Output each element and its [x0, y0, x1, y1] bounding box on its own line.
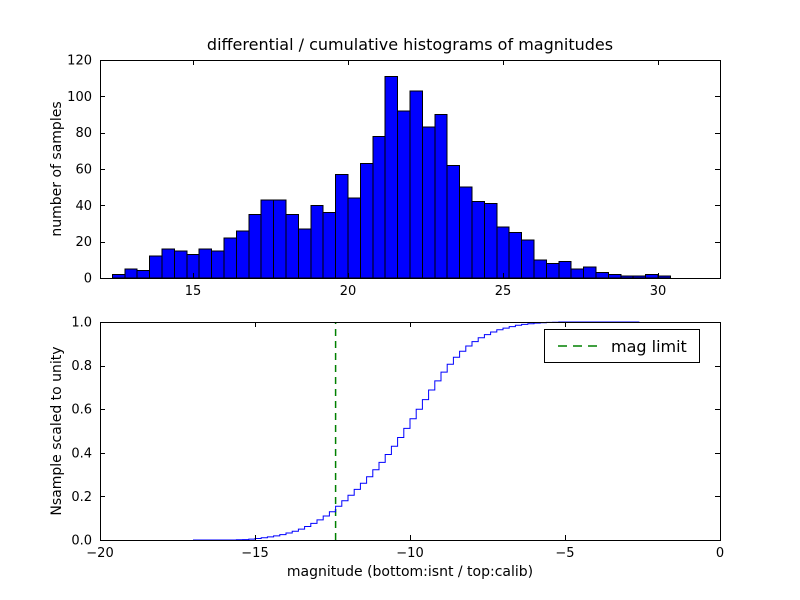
top-y-axis-label: number of samples — [49, 101, 65, 237]
histogram-bar — [359, 163, 374, 279]
legend-box: mag limit — [544, 329, 700, 363]
y-tick-label: 20 — [75, 235, 92, 250]
histogram-bar — [421, 126, 436, 279]
histogram-bar — [521, 239, 535, 279]
y-tick-label: 80 — [75, 126, 92, 141]
histogram-bar — [310, 204, 324, 279]
legend-dashed-line-sample — [558, 345, 598, 347]
x-tick-label: −10 — [396, 546, 423, 561]
histogram-bar — [273, 199, 287, 279]
histogram-bar — [570, 268, 585, 279]
histogram-bar — [533, 259, 547, 279]
histogram-bar — [607, 273, 622, 279]
x-tick-label: 20 — [340, 284, 357, 299]
chart-title: differential / cumulative histograms of … — [206, 35, 614, 54]
histogram-bar — [347, 197, 361, 279]
histogram-bar — [595, 272, 609, 279]
histogram-bar — [645, 273, 659, 279]
histogram-bar — [372, 135, 386, 279]
histogram-bar — [434, 114, 448, 279]
x-tick-label: −20 — [86, 546, 113, 561]
y-tick-label: 60 — [75, 163, 92, 178]
y-tick-label: 0.0 — [71, 534, 92, 549]
y-tick-label: 0.4 — [71, 446, 92, 461]
histogram-bar — [620, 275, 634, 279]
x-axis-label: magnitude (bottom:isnt / top:calib) — [286, 564, 534, 580]
histogram-bar — [446, 164, 461, 279]
histogram-bar — [235, 230, 250, 279]
histogram-bar — [161, 248, 175, 279]
histogram-bar — [496, 226, 510, 279]
histogram-bar — [285, 213, 299, 279]
x-tick-label: 0 — [716, 546, 724, 561]
y-tick-label: 120 — [67, 54, 92, 69]
y-tick-label: 0 — [84, 272, 92, 287]
histogram-bar — [545, 263, 560, 279]
histogram-bar — [198, 248, 213, 279]
histogram-bar — [657, 275, 671, 279]
histogram-bar — [173, 250, 188, 279]
y-tick-label: 0.2 — [71, 490, 92, 505]
histogram-bar — [211, 250, 225, 279]
histogram-bar — [483, 203, 498, 279]
histogram-bar — [223, 237, 237, 279]
histogram-bar — [384, 75, 399, 279]
histogram-bar — [149, 255, 163, 279]
x-tick-label: 25 — [495, 284, 512, 299]
histogram-bar — [248, 213, 262, 279]
histogram-bar — [136, 270, 151, 279]
histogram-bar — [297, 228, 312, 279]
x-tick-label: 30 — [650, 284, 667, 299]
y-tick-label: 0.6 — [71, 403, 92, 418]
histogram-bar — [583, 266, 597, 279]
cumulative-step-line — [193, 321, 640, 541]
legend-entry-label: mag limit — [611, 336, 687, 356]
histogram-bar — [558, 261, 572, 279]
x-tick-label: −5 — [555, 546, 574, 561]
histogram-bar — [409, 90, 423, 279]
histogram-bar — [124, 268, 138, 279]
y-tick-label: 100 — [67, 90, 92, 105]
histogram-bar — [471, 201, 485, 279]
histogram-bar — [260, 199, 275, 279]
histogram-bar — [322, 212, 337, 279]
x-tick-label: −15 — [241, 546, 268, 561]
histogram-bar — [111, 273, 126, 279]
histogram-bar — [508, 232, 523, 279]
histogram-bar — [335, 174, 349, 279]
y-tick-label: 40 — [75, 199, 92, 214]
histogram-bar — [397, 110, 411, 279]
histogram-bar — [459, 186, 473, 279]
y-tick-label: 1.0 — [71, 316, 92, 331]
x-tick-label: 15 — [185, 284, 202, 299]
histogram-bar — [632, 275, 647, 279]
y-tick-label: 0.8 — [71, 359, 92, 374]
bottom-y-axis-label: Nsample scaled to unity — [49, 346, 65, 516]
